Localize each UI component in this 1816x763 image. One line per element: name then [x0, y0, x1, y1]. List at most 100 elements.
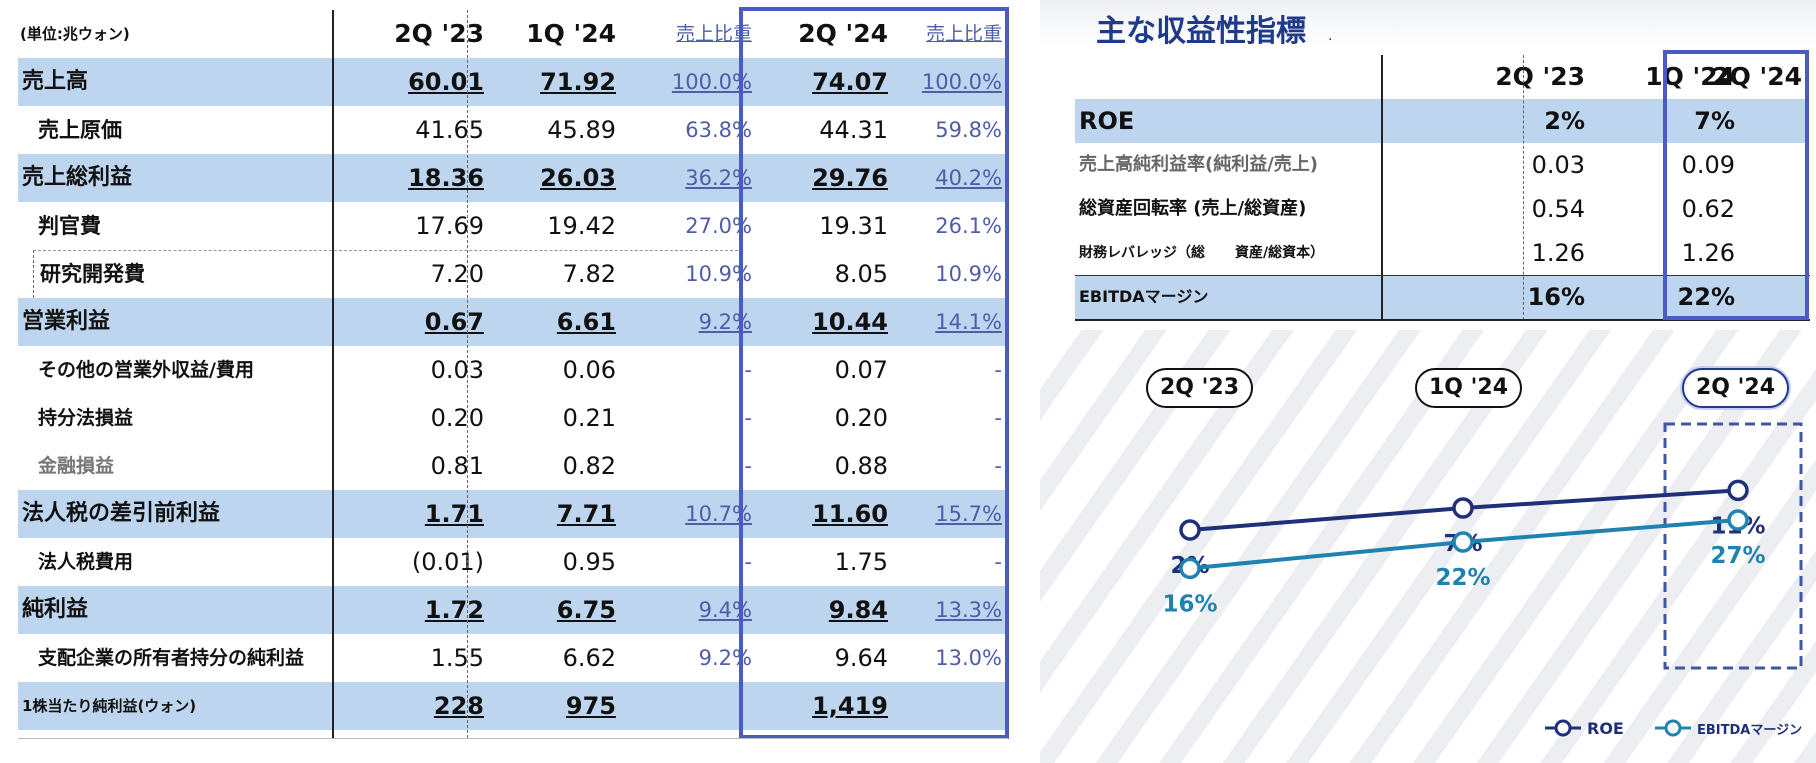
current-quarter-highlight	[739, 7, 1009, 739]
row-value: 100.0%	[618, 58, 752, 106]
value-text: 9.4%	[698, 598, 752, 622]
kpi-label-text: 財務レバレッジ（総	[1079, 245, 1205, 261]
value-text: 0.20	[834, 404, 888, 432]
value-text: -	[994, 454, 1002, 478]
value-text: 1.71	[424, 500, 484, 528]
row-value: 8.05	[758, 250, 888, 298]
series-0-point	[1179, 519, 1201, 541]
row-value: 19.42	[488, 202, 616, 250]
row-label: 売上原価	[38, 118, 122, 142]
row-value: 7.82	[488, 250, 616, 298]
column-1q24: 1Q '24	[526, 19, 616, 48]
row-value: 11.60	[758, 490, 888, 538]
row-value: 0.03	[354, 346, 484, 394]
column-2q24: 2Q '24	[798, 19, 888, 48]
table-row: 純利益 1.72 6.75 9.4% 9.84 13.3%	[18, 586, 1008, 634]
series-0-point	[1452, 497, 1474, 519]
value-text: 71.92	[540, 68, 616, 96]
series-1-point	[1727, 509, 1749, 531]
row-value: 36.2%	[618, 154, 752, 202]
series-0-point	[1727, 479, 1749, 502]
value-text: 7.82	[562, 260, 616, 288]
row-value: 1.72	[354, 586, 484, 634]
kpi-label-text-2: 資産/総資本）	[1235, 245, 1325, 261]
value-text: 17.69	[415, 212, 484, 240]
row-value: 60.01	[354, 58, 484, 106]
table-row: 営業利益 0.67 6.61 9.2% 10.44 14.1%	[18, 298, 1008, 346]
value-text: 6.62	[562, 644, 616, 672]
kpi-value: 16%	[1527, 283, 1585, 311]
row-value: 18.36	[354, 154, 484, 202]
value-text: 7.20	[430, 260, 484, 288]
value-text: 0.20	[430, 404, 484, 432]
column-ratio-1: 売上比重	[675, 23, 752, 45]
row-value: 9.84	[758, 586, 888, 634]
kpi-value: 22%	[1677, 283, 1735, 311]
row-value: 10.9%	[898, 250, 1002, 298]
value-text: 228	[433, 692, 484, 720]
row-value: 29.76	[758, 154, 888, 202]
value-text: 0.21	[562, 404, 616, 432]
row-label: 純利益	[22, 597, 89, 622]
row-value: 1.55	[354, 634, 484, 682]
row-value: 6.75	[488, 586, 616, 634]
kpi-label-text: ROE	[1079, 107, 1135, 135]
value-text: 9.2%	[698, 310, 752, 334]
row-value: (0.01)	[354, 538, 484, 586]
row-label: 売上高	[22, 69, 89, 94]
value-text: 26.03	[540, 164, 616, 192]
row-value: 1.71	[354, 490, 484, 538]
value-text: 0.95	[562, 548, 616, 576]
value-text: 18.36	[408, 164, 484, 192]
value-text: 6.61	[556, 308, 616, 336]
chart-category-1q24: 1Q '24	[1415, 368, 1523, 408]
row-label: 判官費	[38, 214, 101, 238]
row-value: 9.64	[758, 634, 888, 682]
row-value: -	[898, 346, 1002, 394]
value-text: 59.8%	[935, 118, 1002, 142]
value-text: 1.75	[834, 548, 888, 576]
table-divider-solid	[332, 10, 334, 738]
row-value: 9.4%	[618, 586, 752, 634]
row-label: 研究開発費	[40, 262, 145, 286]
row-label: 売上総利益	[22, 165, 133, 190]
row-value: 26.03	[488, 154, 616, 202]
row-value: -	[618, 538, 752, 586]
value-text: 100.0%	[921, 70, 1002, 94]
value-text: 9.2%	[698, 646, 752, 670]
column-ratio-2: 売上比重	[925, 23, 1002, 45]
kpi-column-1q24: 1Q '24	[1645, 62, 1735, 91]
series-1-point	[1179, 557, 1201, 580]
kpi-row-label: EBITDAマージン	[1079, 275, 1379, 319]
kpi-value: 1.26	[1681, 239, 1735, 267]
kpi-bottom-line	[1075, 319, 1810, 321]
row-value: 228	[354, 682, 484, 730]
row-value: 40.2%	[898, 154, 1002, 202]
series-1-label: 16%	[1162, 591, 1217, 617]
legend-label-0: ROE	[1587, 719, 1624, 738]
row-label: その他の営業外収益/費用	[38, 359, 254, 381]
legend-label-1: EBITDAマージン	[1697, 723, 1802, 738]
kpi-value: 0.54	[1531, 195, 1585, 223]
value-text: 60.01	[408, 68, 484, 96]
value-text: -	[744, 454, 752, 478]
series-1-point	[1452, 531, 1474, 553]
table-row: 法人税の差引前利益 1.71 7.71 10.7% 11.60 15.7%	[18, 490, 1008, 538]
row-value: 27.0%	[618, 202, 752, 250]
value-text: 8.05	[834, 260, 888, 288]
highlight-dashed-box	[1663, 422, 1803, 670]
kpi-row-label: 総資産回転率 (売上/総資産)	[1079, 187, 1379, 231]
row-value: 19.31	[758, 202, 888, 250]
chart-category-2q23: 2Q '23	[1146, 368, 1254, 408]
row-value: 7.71	[488, 490, 616, 538]
table-row: 法人税費用 (0.01) 0.95 - 1.75 -	[18, 538, 1008, 586]
value-text: 41.65	[415, 116, 484, 144]
kpi-value: 7%	[1694, 107, 1735, 135]
row-value: -	[898, 538, 1002, 586]
table-row: 1株当たり純利益(ウォン) 228 975 1,419	[18, 682, 1008, 730]
kpi-divider-solid	[1381, 55, 1383, 320]
kpi-label-text: EBITDAマージン	[1079, 287, 1209, 306]
row-value: 41.65	[354, 106, 484, 154]
row-value: 100.0%	[898, 58, 1002, 106]
